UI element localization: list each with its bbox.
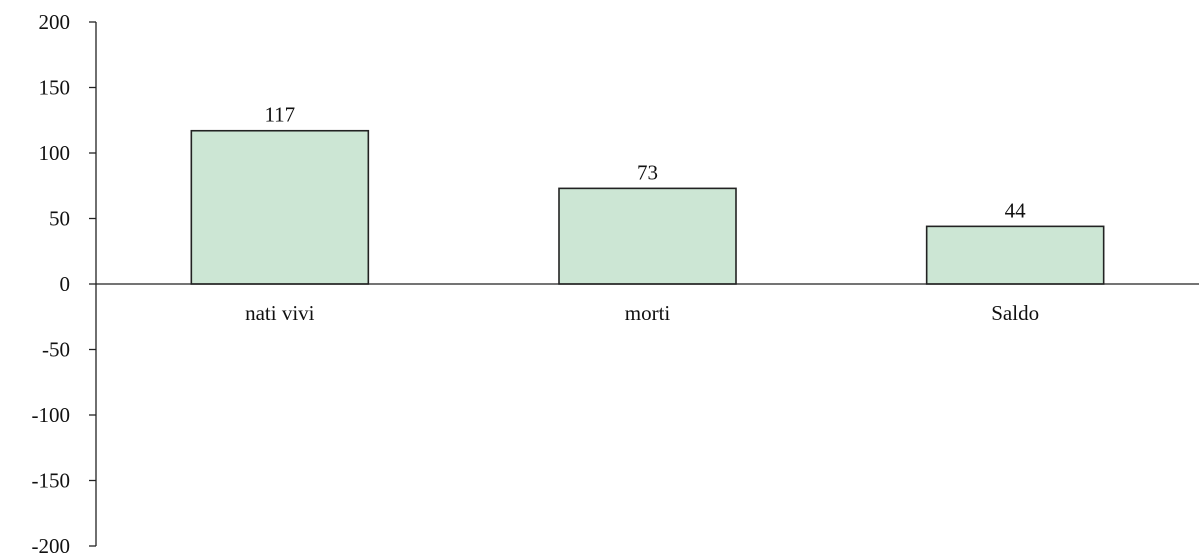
- bars: [190, 129, 1105, 285]
- data-label: 73: [637, 160, 658, 184]
- category-label: nati vivi: [245, 301, 315, 325]
- y-tick-label: -100: [32, 403, 71, 427]
- y-tick-label: 0: [60, 272, 71, 296]
- y-tick-label: 100: [39, 141, 71, 165]
- data-label: 44: [1005, 198, 1027, 222]
- y-tick-label: -200: [32, 534, 71, 555]
- y-tick-label: 50: [49, 207, 70, 231]
- category-label: Saldo: [991, 301, 1039, 325]
- y-tick-label: -150: [32, 469, 71, 493]
- y-tick-label: -50: [42, 338, 70, 362]
- category-label: morti: [625, 301, 671, 325]
- y-tick-label: 200: [39, 10, 71, 34]
- bar: [190, 129, 370, 285]
- bar: [925, 225, 1105, 285]
- data-labels: 117 73 44: [264, 103, 1026, 223]
- data-label: 117: [264, 103, 295, 127]
- bar: [558, 187, 737, 285]
- y-tick-label: 150: [39, 76, 71, 100]
- y-axis: 200 150 100 50 0 -50 -100 -150 -200: [32, 10, 97, 555]
- x-axis: nati vivi morti Saldo: [96, 283, 1199, 325]
